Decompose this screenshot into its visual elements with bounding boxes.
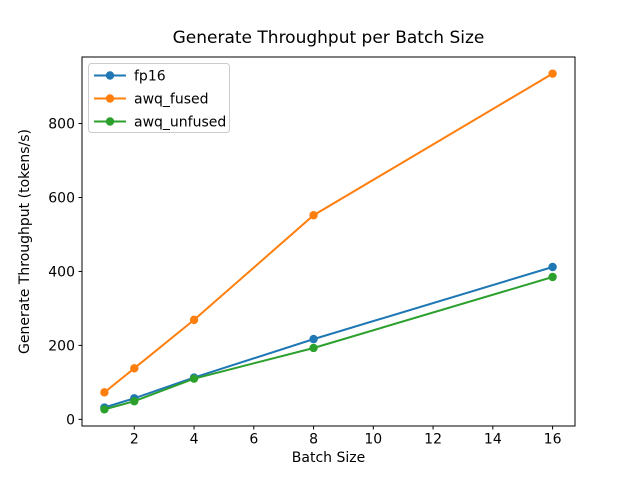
x-tick-label: 14 (484, 432, 502, 448)
data-point-awq_fused (130, 364, 139, 373)
x-tick-label: 16 (544, 432, 562, 448)
data-point-awq_fused (100, 388, 109, 397)
legend-marker-fp16 (105, 71, 115, 80)
legend-label-awq_fused: awq_fused (134, 92, 209, 108)
y-tick-label: 400 (48, 264, 75, 280)
y-axis-label: Generate Throughput (tokens/s) (17, 129, 33, 354)
legend-box (88, 63, 230, 133)
data-point-fp16 (548, 262, 557, 272)
x-tick-label: 6 (249, 432, 258, 448)
series-line-awq_unfused (103, 275, 554, 411)
x-axis: 2 4 6 8 10 12 14 16 (130, 426, 562, 448)
legend-label-awq_unfused: awq_unfused (134, 115, 226, 131)
legend-label-fp16: fp16 (134, 69, 166, 85)
data-point-awq_fused (309, 211, 318, 220)
y-tick-label: 200 (48, 338, 75, 354)
series-layer (100, 69, 557, 414)
x-tick-label: 12 (424, 432, 442, 448)
data-point-awq_unfused (130, 397, 139, 406)
legend-marker-awq_fused (105, 94, 115, 103)
x-tick-label: 10 (364, 432, 382, 448)
data-point-awq_unfused (548, 272, 557, 282)
data-point-awq_unfused (309, 343, 318, 353)
data-point-fp16 (309, 334, 318, 344)
y-tick-label: 600 (48, 191, 75, 207)
legend-marker-awq_unfused (105, 117, 115, 126)
plot-frame (81, 56, 576, 427)
y-axis: 0 200 400 600 800 (48, 117, 82, 428)
data-point-awq_fused (548, 69, 557, 78)
data-point-awq_unfused (189, 374, 199, 383)
x-tick-label: 2 (130, 432, 139, 448)
data-point-awq_unfused (100, 405, 109, 414)
x-tick-label: 8 (309, 432, 318, 448)
data-point-awq_fused (189, 315, 199, 325)
x-tick-label: 4 (190, 432, 199, 448)
y-tick-label: 800 (48, 117, 75, 133)
x-axis-label: Batch Size (292, 450, 365, 466)
y-tick-label: 0 (66, 412, 75, 428)
legend: fp16 awq_fused awq_unfused (88, 63, 230, 133)
chart-title: Generate Throughput per Batch Size (173, 28, 485, 48)
